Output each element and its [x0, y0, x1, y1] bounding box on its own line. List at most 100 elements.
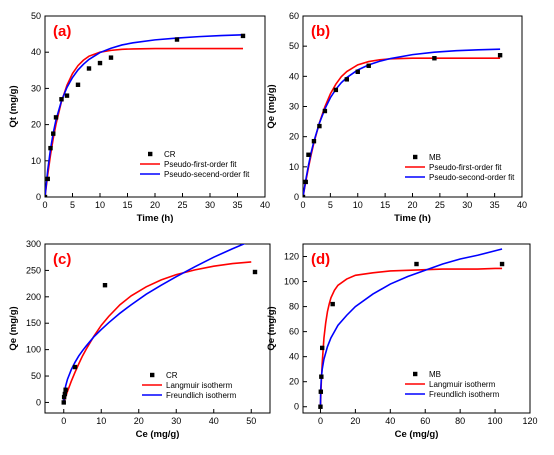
- x-tick-label: 20: [350, 416, 360, 426]
- y-tick-label: 40: [31, 47, 41, 57]
- data-point: [45, 176, 50, 182]
- y-tick-label: 50: [289, 41, 299, 51]
- legend-label: CR: [164, 150, 176, 159]
- data-point: [317, 123, 322, 129]
- fit-line-2: [303, 48, 501, 197]
- data-point: [320, 345, 325, 351]
- legend-label: Pseudo-first-order fit: [429, 163, 502, 172]
- legend-marker: [150, 372, 155, 378]
- y-tick-label: 60: [289, 11, 299, 21]
- fit-line-1: [45, 47, 243, 197]
- x-tick-label: 15: [122, 200, 132, 210]
- data-point: [318, 389, 324, 394]
- x-tick-label: 10: [353, 200, 363, 210]
- y-tick-label: 50: [31, 11, 41, 21]
- data-point: [240, 33, 246, 39]
- data-point: [51, 131, 56, 136]
- x-tick-label: 25: [435, 200, 445, 210]
- data-point: [319, 374, 324, 379]
- y-tick-label: 0: [36, 192, 41, 202]
- plot-area: [318, 248, 505, 409]
- data-point: [344, 77, 349, 82]
- data-point: [61, 394, 67, 400]
- y-tick-label: 20: [289, 132, 299, 142]
- panel-label: (d): [311, 251, 330, 268]
- x-tick-label: 10: [96, 416, 106, 426]
- y-axis-title: Qe (mg/g): [266, 306, 277, 350]
- y-tick-label: 50: [31, 371, 41, 381]
- x-axis-title: Time (h): [137, 213, 174, 224]
- plot-area: [303, 48, 503, 197]
- x-tick-label: 30: [205, 200, 215, 210]
- x-axis-title: Time (h): [394, 213, 431, 224]
- fit-line-1: [62, 261, 252, 403]
- data-point: [86, 66, 92, 71]
- x-tick-label: 35: [490, 200, 500, 210]
- data-point: [63, 387, 68, 392]
- y-tick-label: 20: [289, 377, 299, 387]
- x-tick-label: 15: [380, 200, 390, 210]
- y-tick-label: 100: [26, 345, 41, 355]
- data-point: [72, 364, 78, 370]
- y-tick-label: 0: [294, 192, 299, 202]
- legend-marker: [148, 151, 153, 157]
- legend-label: MB: [429, 370, 441, 379]
- data-point: [366, 63, 371, 68]
- panel-b: 0 5 10 15 20 25 30 35 40 0 10 20 30 40 50 60 Time (h) Qe …: [266, 11, 527, 224]
- x-axis-title: Ce (mg/g): [395, 429, 439, 440]
- y-axis-title: Qt (mg/g): [8, 85, 19, 127]
- y-tick-label: 60: [289, 327, 299, 337]
- data-point: [45, 194, 48, 197]
- legend-label: Pseudo-first-order fit: [164, 160, 237, 169]
- y-tick-label: 200: [26, 292, 41, 302]
- data-point: [75, 82, 81, 87]
- x-tick-label: 10: [95, 200, 105, 210]
- y-axis-title: Qe (mg/g): [8, 306, 19, 350]
- x-tick-label: 120: [522, 416, 537, 426]
- data-point: [322, 108, 328, 114]
- data-point: [53, 115, 59, 120]
- plot-frame: [44, 243, 271, 414]
- panel-label: (b): [311, 23, 330, 40]
- x-tick-label: 20: [407, 200, 417, 210]
- x-tick-label: 40: [209, 416, 219, 426]
- x-tick-label: 0: [318, 416, 323, 426]
- x-tick-label: 50: [246, 416, 256, 426]
- x-tick-label: 0: [61, 416, 66, 426]
- data-point: [61, 400, 66, 405]
- plot-frame: [302, 243, 531, 414]
- fit-line-2: [319, 248, 503, 407]
- y-tick-label: 100: [284, 277, 299, 287]
- x-tick-label: 60: [420, 416, 430, 426]
- data-point: [318, 404, 323, 409]
- data-point: [311, 138, 317, 144]
- legend-label: Freundlich isotherm: [429, 390, 500, 399]
- legend-label: Langmuir isotherm: [166, 381, 233, 390]
- y-tick-label: 30: [31, 83, 41, 93]
- x-tick-label: 20: [150, 200, 160, 210]
- y-tick-label: 40: [289, 71, 299, 81]
- data-point: [174, 37, 180, 42]
- x-axis-title: Ce (mg/g): [136, 429, 180, 440]
- data-point: [303, 179, 308, 185]
- legend-label: Freundlich isotherm: [166, 391, 237, 400]
- panel-label: (c): [53, 251, 71, 268]
- data-point: [499, 261, 505, 267]
- x-tick-label: 30: [171, 416, 181, 426]
- y-tick-label: 0: [294, 402, 299, 412]
- x-tick-label: 20: [134, 416, 144, 426]
- x-tick-label: 0: [42, 200, 47, 210]
- legend-label: MB: [429, 153, 441, 162]
- data-point: [62, 391, 68, 397]
- data-point: [97, 60, 103, 66]
- legend-label: Pseudo-secend-order fit: [164, 170, 250, 179]
- fit-line-2: [45, 34, 244, 197]
- legend-marker: [413, 154, 418, 160]
